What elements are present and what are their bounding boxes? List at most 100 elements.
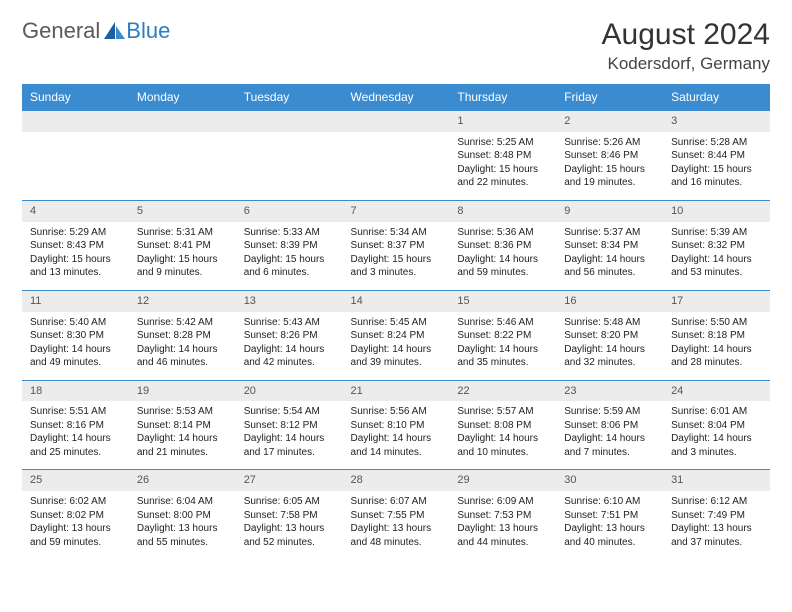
week-row: 11Sunrise: 5:40 AMSunset: 8:30 PMDayligh… <box>22 290 770 380</box>
day-header: Monday <box>129 84 236 111</box>
daylight-text: Daylight: 13 hours and 52 minutes. <box>244 522 335 549</box>
day-body: Sunrise: 5:39 AMSunset: 8:32 PMDaylight:… <box>663 222 770 290</box>
day-number: 13 <box>236 291 343 312</box>
sunset-text: Sunset: 8:44 PM <box>671 149 762 163</box>
day-body: Sunrise: 5:37 AMSunset: 8:34 PMDaylight:… <box>556 222 663 290</box>
logo-sail-icon <box>104 22 126 40</box>
day-cell: 15Sunrise: 5:46 AMSunset: 8:22 PMDayligh… <box>449 290 556 380</box>
day-cell: 26Sunrise: 6:04 AMSunset: 8:00 PMDayligh… <box>129 470 236 559</box>
calendar-body: 1Sunrise: 5:25 AMSunset: 8:48 PMDaylight… <box>22 111 770 560</box>
day-cell: 22Sunrise: 5:57 AMSunset: 8:08 PMDayligh… <box>449 380 556 470</box>
daylight-text: Daylight: 13 hours and 48 minutes. <box>351 522 442 549</box>
day-cell: 19Sunrise: 5:53 AMSunset: 8:14 PMDayligh… <box>129 380 236 470</box>
day-cell: 5 Sunrise: 5:31 AMSunset: 8:41 PMDaylight… <box>129 200 236 290</box>
day-header: Friday <box>556 84 663 111</box>
logo-text-2: Blue <box>126 18 170 44</box>
day-body: Sunrise: 5:46 AMSunset: 8:22 PMDaylight:… <box>449 312 556 380</box>
sunset-text: Sunset: 8:48 PM <box>457 149 548 163</box>
sunset-text: Sunset: 8:41 PM <box>137 239 228 253</box>
day-cell: 13Sunrise: 5:43 AMSunset: 8:26 PMDayligh… <box>236 290 343 380</box>
day-body: Sunrise: 6:10 AMSunset: 7:51 PMDaylight:… <box>556 491 663 559</box>
location: Kodersdorf, Germany <box>602 54 770 74</box>
day-body: Sunrise: 6:04 AMSunset: 8:00 PMDaylight:… <box>129 491 236 559</box>
day-body: Sunrise: 5:45 AMSunset: 8:24 PMDaylight:… <box>343 312 450 380</box>
day-header: Thursday <box>449 84 556 111</box>
day-number: 19 <box>129 381 236 402</box>
day-body: Sunrise: 5:51 AMSunset: 8:16 PMDaylight:… <box>22 401 129 469</box>
daylight-text: Daylight: 14 hours and 25 minutes. <box>30 432 121 459</box>
sunrise-text: Sunrise: 5:26 AM <box>564 136 655 150</box>
day-cell: 29Sunrise: 6:09 AMSunset: 7:53 PMDayligh… <box>449 470 556 559</box>
day-number: 15 <box>449 291 556 312</box>
day-number: 31 <box>663 470 770 491</box>
day-header: Saturday <box>663 84 770 111</box>
day-cell: 17Sunrise: 5:50 AMSunset: 8:18 PMDayligh… <box>663 290 770 380</box>
daylight-text: Daylight: 14 hours and 53 minutes. <box>671 253 762 280</box>
sunrise-text: Sunrise: 5:34 AM <box>351 226 442 240</box>
calendar-table: Sunday Monday Tuesday Wednesday Thursday… <box>22 84 770 559</box>
sunset-text: Sunset: 8:16 PM <box>30 419 121 433</box>
sunset-text: Sunset: 7:55 PM <box>351 509 442 523</box>
day-number: 18 <box>22 381 129 402</box>
sunrise-text: Sunrise: 5:50 AM <box>671 316 762 330</box>
daylight-text: Daylight: 14 hours and 17 minutes. <box>244 432 335 459</box>
sunset-text: Sunset: 8:36 PM <box>457 239 548 253</box>
day-cell: 12Sunrise: 5:42 AMSunset: 8:28 PMDayligh… <box>129 290 236 380</box>
day-number: 11 <box>22 291 129 312</box>
day-body: Sunrise: 5:40 AMSunset: 8:30 PMDaylight:… <box>22 312 129 380</box>
sunrise-text: Sunrise: 5:59 AM <box>564 405 655 419</box>
calendar-page: General Blue August 2024 Kodersdorf, Ger… <box>0 0 792 577</box>
day-number: 9 <box>556 201 663 222</box>
day-number: 5 <box>129 201 236 222</box>
sunset-text: Sunset: 8:12 PM <box>244 419 335 433</box>
day-cell: 8Sunrise: 5:36 AMSunset: 8:36 PMDaylight… <box>449 200 556 290</box>
sunset-text: Sunset: 8:26 PM <box>244 329 335 343</box>
day-cell: 16Sunrise: 5:48 AMSunset: 8:20 PMDayligh… <box>556 290 663 380</box>
day-number: 27 <box>236 470 343 491</box>
sunset-text: Sunset: 8:04 PM <box>671 419 762 433</box>
day-body: Sunrise: 5:42 AMSunset: 8:28 PMDaylight:… <box>129 312 236 380</box>
sunrise-text: Sunrise: 5:31 AM <box>137 226 228 240</box>
daylight-text: Daylight: 15 hours and 3 minutes. <box>351 253 442 280</box>
sunset-text: Sunset: 8:34 PM <box>564 239 655 253</box>
sunset-text: Sunset: 7:58 PM <box>244 509 335 523</box>
sunrise-text: Sunrise: 6:12 AM <box>671 495 762 509</box>
sunrise-text: Sunrise: 5:37 AM <box>564 226 655 240</box>
day-body: Sunrise: 5:33 AMSunset: 8:39 PMDaylight:… <box>236 222 343 290</box>
day-cell: 11Sunrise: 5:40 AMSunset: 8:30 PMDayligh… <box>22 290 129 380</box>
day-body: Sunrise: 6:12 AMSunset: 7:49 PMDaylight:… <box>663 491 770 559</box>
day-number: 1 <box>449 111 556 132</box>
daylight-text: Daylight: 15 hours and 9 minutes. <box>137 253 228 280</box>
day-body: Sunrise: 6:05 AMSunset: 7:58 PMDaylight:… <box>236 491 343 559</box>
day-number-empty <box>343 111 450 132</box>
day-number: 3 <box>663 111 770 132</box>
week-row: 4Sunrise: 5:29 AMSunset: 8:43 PMDaylight… <box>22 200 770 290</box>
sunrise-text: Sunrise: 5:45 AM <box>351 316 442 330</box>
sunset-text: Sunset: 8:28 PM <box>137 329 228 343</box>
daylight-text: Daylight: 14 hours and 35 minutes. <box>457 343 548 370</box>
daylight-text: Daylight: 14 hours and 39 minutes. <box>351 343 442 370</box>
day-body: Sunrise: 5:56 AMSunset: 8:10 PMDaylight:… <box>343 401 450 469</box>
daylight-text: Daylight: 13 hours and 37 minutes. <box>671 522 762 549</box>
day-cell: 6Sunrise: 5:33 AMSunset: 8:39 PMDaylight… <box>236 200 343 290</box>
day-number: 10 <box>663 201 770 222</box>
day-cell <box>129 111 236 201</box>
day-number: 22 <box>449 381 556 402</box>
sunset-text: Sunset: 7:53 PM <box>457 509 548 523</box>
sunset-text: Sunset: 8:39 PM <box>244 239 335 253</box>
day-number: 29 <box>449 470 556 491</box>
day-body: Sunrise: 5:28 AMSunset: 8:44 PMDaylight:… <box>663 132 770 200</box>
sunset-text: Sunset: 8:37 PM <box>351 239 442 253</box>
day-cell: 20Sunrise: 5:54 AMSunset: 8:12 PMDayligh… <box>236 380 343 470</box>
day-cell: 4Sunrise: 5:29 AMSunset: 8:43 PMDaylight… <box>22 200 129 290</box>
daylight-text: Daylight: 14 hours and 46 minutes. <box>137 343 228 370</box>
daylight-text: Daylight: 14 hours and 7 minutes. <box>564 432 655 459</box>
day-cell: 23Sunrise: 5:59 AMSunset: 8:06 PMDayligh… <box>556 380 663 470</box>
day-body: Sunrise: 6:09 AMSunset: 7:53 PMDaylight:… <box>449 491 556 559</box>
day-cell: 7 Sunrise: 5:34 AMSunset: 8:37 PMDaylight… <box>343 200 450 290</box>
day-number: 7 <box>343 201 450 222</box>
day-cell <box>236 111 343 201</box>
day-cell <box>343 111 450 201</box>
daylight-text: Daylight: 14 hours and 59 minutes. <box>457 253 548 280</box>
daylight-text: Daylight: 15 hours and 22 minutes. <box>457 163 548 190</box>
